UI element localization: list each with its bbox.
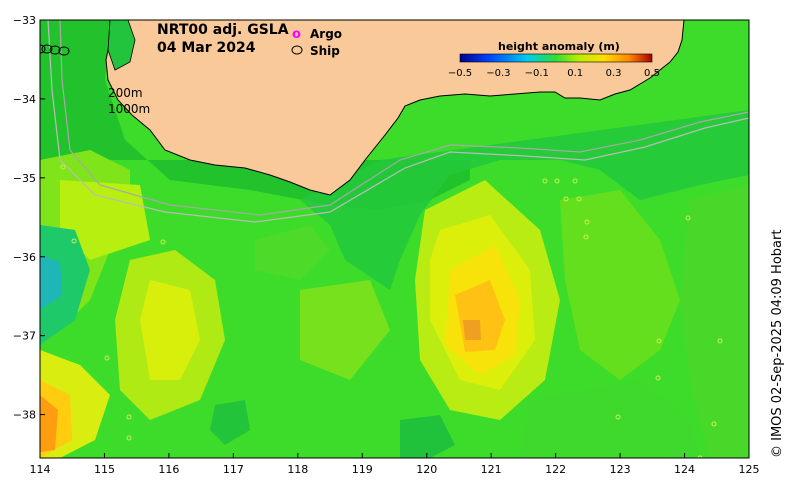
x-tick-label: 120 [416, 463, 437, 476]
y-tick-label: −36 [13, 251, 36, 264]
x-tick-label: 121 [481, 463, 502, 476]
ship-label: Ship [310, 44, 340, 58]
title-line2: 04 Mar 2024 [157, 40, 256, 56]
y-tick-label: −33 [13, 14, 36, 27]
contour-200m [59, 20, 749, 216]
float-markers [60, 164, 723, 458]
colorbar-ticks: −0.5 −0.3 −0.1 0.1 0.3 0.5 [448, 68, 660, 79]
x-tick-label: 117 [223, 463, 244, 476]
x-tick-label: 123 [610, 463, 631, 476]
copyright-credit: © IMOS 02-Sep-2025 04:09 Hobart [770, 229, 785, 458]
y-tick-label: −34 [13, 93, 36, 106]
title-line1: NRT00 adj. GSLA [157, 22, 289, 38]
colorbar-tick-label: 0.5 [644, 68, 660, 79]
land-australia [105, 20, 685, 196]
x-tick-label: 119 [352, 463, 373, 476]
argo-label: Argo [310, 27, 342, 41]
x-tick-label: 125 [739, 463, 760, 476]
colorbar-tick-label: 0.1 [567, 68, 583, 79]
colorbar-tick-label: 0.3 [606, 68, 622, 79]
argo-symbol: o [292, 27, 301, 42]
colorbar-tick-label: −0.3 [486, 68, 510, 79]
colorbar: height anomaly (m) −0.5 −0.3 −0.1 0.1 0.3 0.5 [448, 40, 660, 79]
legend: o Argo Ship [291, 27, 342, 58]
y-axis: −33 −34 −35 −36 −37 −38 [13, 14, 45, 422]
x-axis: 114 115 116 117 118 119 120 121 122 123 124 125 [30, 453, 760, 476]
y-tick-label: −38 [13, 409, 36, 422]
island-coastal [107, 20, 136, 71]
plot-frame [39, 19, 750, 459]
x-tick-label: 118 [287, 463, 308, 476]
colorbar-tick-label: −0.5 [448, 68, 472, 79]
colorbar-title: height anomaly (m) [498, 40, 620, 53]
contour-label-1000m: 1000m [108, 102, 150, 116]
x-tick-label: 122 [545, 463, 566, 476]
x-tick-label: 114 [30, 463, 51, 476]
map-plot-area [40, 20, 749, 458]
ship-track [40, 44, 70, 56]
contour-1000m [47, 20, 749, 223]
x-tick-label: 124 [674, 463, 695, 476]
contour-label-200m: 200m [108, 86, 143, 100]
y-tick-label: −35 [13, 172, 36, 185]
colorbar-gradient [459, 53, 653, 63]
y-tick-label: −37 [13, 330, 36, 343]
colorbar-tick-label: −0.1 [525, 68, 549, 79]
x-tick-label: 115 [94, 463, 115, 476]
ship-symbol-icon [291, 45, 303, 55]
x-tick-label: 116 [158, 463, 179, 476]
